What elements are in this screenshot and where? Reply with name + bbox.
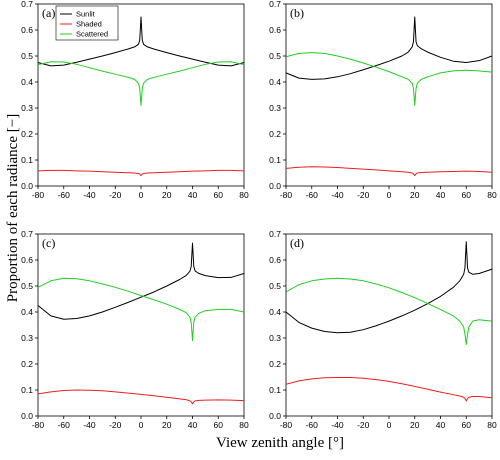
x-tick-label: 60 — [462, 190, 472, 200]
series-line-sunlit — [37, 242, 245, 320]
panel-label: (c) — [42, 236, 55, 250]
plot-frame — [37, 233, 245, 417]
y-tick-label: 0.6 — [21, 255, 33, 265]
series-line-shaded — [37, 169, 245, 177]
y-tick-label: 0.2 — [269, 359, 281, 369]
x-tick-label: 80 — [487, 420, 497, 430]
panel-3: -80 -60 -40 -20 0 20 40 60 80 0.0 0.1 0.2 0.3 0.4 0.5 0… — [269, 229, 497, 430]
x-tick-label: -80 — [32, 190, 45, 200]
y-tick-label: 0.1 — [269, 385, 281, 395]
x-tick-label: -60 — [306, 420, 319, 430]
y-tick-label: 0.0 — [21, 181, 33, 191]
y-tick-label: 0.5 — [269, 281, 281, 291]
y-tick-label: 0.7 — [21, 0, 33, 9]
x-tick-label: 80 — [239, 190, 249, 200]
series-line-scattered — [285, 52, 493, 106]
x-tick-label: 0 — [387, 190, 392, 200]
series-line-sunlit — [285, 16, 493, 80]
y-tick-label: 0.6 — [269, 255, 281, 265]
y-tick-label: 0.4 — [269, 307, 281, 317]
y-tick-label: 0.7 — [269, 229, 281, 239]
panel-label: (d) — [290, 236, 304, 250]
y-tick-label: 0.4 — [269, 77, 281, 87]
x-tick-label: -80 — [280, 190, 293, 200]
y-tick-label: 0.7 — [269, 0, 281, 9]
panel-0: -80 -60 -40 -20 0 20 40 60 80 0.0 0.1 0.2 0.3 0.4 0.5 0… — [21, 0, 249, 200]
y-tick-label: 0.7 — [21, 229, 33, 239]
plot-frame — [285, 3, 493, 187]
y-tick-label: 0.1 — [21, 385, 33, 395]
y-tick-label: 0.5 — [21, 51, 33, 61]
legend-label: Shaded — [76, 20, 102, 29]
y-tick-label: 0.1 — [21, 155, 33, 165]
series-line-scattered — [37, 277, 245, 342]
x-tick-label: -80 — [280, 420, 293, 430]
x-tick-label: -20 — [357, 190, 370, 200]
x-tick-label: -60 — [58, 190, 71, 200]
y-tick-label: 0.0 — [269, 411, 281, 421]
x-tick-label: 60 — [462, 420, 472, 430]
x-tick-label: -40 — [331, 190, 344, 200]
y-tick-label: 0.3 — [21, 103, 33, 113]
y-tick-label: 0.2 — [269, 129, 281, 139]
y-tick-label: 0.2 — [21, 359, 33, 369]
x-axis-title: View zenith angle [°] — [216, 435, 344, 451]
x-tick-label: 20 — [410, 190, 420, 200]
x-tick-label: 0 — [139, 420, 144, 430]
x-tick-label: -20 — [109, 190, 122, 200]
x-tick-label: 80 — [487, 190, 497, 200]
x-tick-label: -40 — [83, 420, 96, 430]
x-tick-label: -40 — [331, 420, 344, 430]
y-tick-label: 0.0 — [269, 181, 281, 191]
y-tick-label: 0.6 — [21, 25, 33, 35]
y-tick-label: 0.6 — [269, 25, 281, 35]
panel-2: -80 -60 -40 -20 0 20 40 60 80 0.0 0.1 0.2 0.3 0.4 0.5 0… — [21, 229, 249, 430]
x-tick-label: 20 — [162, 190, 172, 200]
x-tick-label: 40 — [436, 420, 446, 430]
series-line-scattered — [285, 277, 493, 345]
y-tick-label: 0.2 — [21, 129, 33, 139]
panel-label: (b) — [290, 6, 304, 20]
y-tick-label: 0.3 — [269, 103, 281, 113]
series-line-sunlit — [37, 16, 245, 67]
x-tick-label: -60 — [306, 190, 319, 200]
x-tick-label: 0 — [139, 190, 144, 200]
panel-1: -80 -60 -40 -20 0 20 40 60 80 0.0 0.1 0.2 0.3 0.4 0.5 0… — [269, 0, 497, 200]
x-tick-label: -80 — [32, 420, 45, 430]
y-tick-label: 0.5 — [269, 51, 281, 61]
x-tick-label: 40 — [188, 420, 198, 430]
x-tick-label: -20 — [109, 420, 122, 430]
x-tick-label: -20 — [357, 420, 370, 430]
x-tick-label: 40 — [188, 190, 198, 200]
series-line-scattered — [37, 61, 245, 106]
panels: -80 -60 -40 -20 0 20 40 60 80 0.0 0.1 0.2 0.3 0.4 0.5 0… — [21, 0, 497, 430]
x-tick-label: 40 — [436, 190, 446, 200]
series-line-shaded — [285, 166, 493, 177]
plot-frame — [285, 233, 493, 417]
x-tick-label: -40 — [83, 190, 96, 200]
y-tick-label: 0.0 — [21, 411, 33, 421]
x-tick-label: -60 — [58, 420, 71, 430]
x-tick-label: 20 — [410, 420, 420, 430]
y-axis-title: Proportion of each radiance [−] — [5, 114, 21, 302]
x-tick-label: 60 — [214, 190, 224, 200]
series-line-shaded — [285, 377, 493, 402]
y-tick-label: 0.4 — [21, 307, 33, 317]
x-tick-label: 20 — [162, 420, 172, 430]
x-tick-label: 60 — [214, 420, 224, 430]
y-tick-label: 0.1 — [269, 155, 281, 165]
legend-label: Scattered — [76, 30, 108, 39]
legend-label: Sunlit — [76, 10, 96, 19]
x-tick-label: 0 — [387, 420, 392, 430]
y-tick-label: 0.5 — [21, 281, 33, 291]
series-line-shaded — [37, 389, 245, 405]
y-tick-label: 0.3 — [21, 333, 33, 343]
x-tick-label: 80 — [239, 420, 249, 430]
y-tick-label: 0.3 — [269, 333, 281, 343]
panel-label: (a) — [42, 6, 55, 20]
y-tick-label: 0.4 — [21, 77, 33, 87]
